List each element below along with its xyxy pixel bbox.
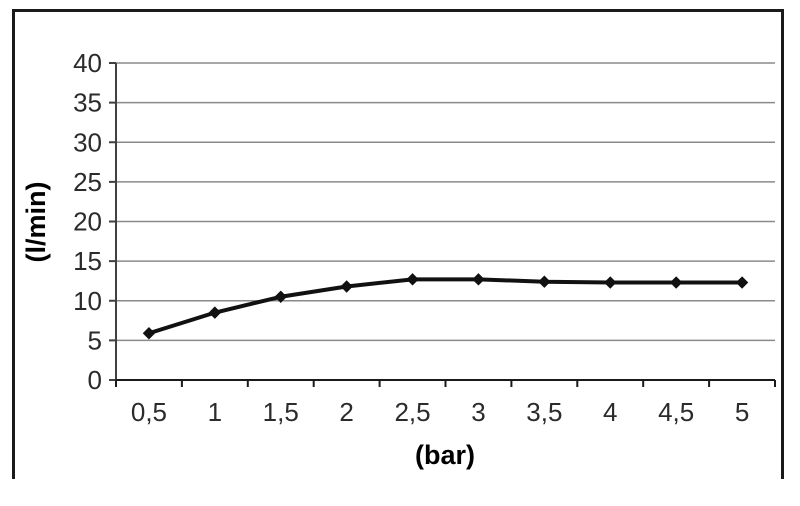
x-tick-label: 1 [208, 397, 222, 427]
x-tick-label: 1,5 [263, 397, 299, 427]
series-line [146, 277, 745, 336]
data-point-marker [604, 276, 617, 289]
y-axis-title: (l/min) [21, 182, 51, 263]
x-tick-label: 2 [339, 397, 353, 427]
y-tick-label: 0 [88, 365, 102, 395]
y-tick-label: 5 [88, 325, 102, 355]
y-tick-labels-group: 0 5 10 15 20 25 30 35 40 [73, 48, 102, 395]
data-point-marker [538, 275, 551, 288]
x-axis-title: (bar) [415, 440, 475, 470]
x-tick-label: 0,5 [131, 397, 167, 427]
data-point-marker [274, 290, 287, 303]
data-point-marker [735, 276, 749, 289]
y-tick-label: 15 [73, 246, 102, 276]
y-tick-label: 40 [73, 48, 102, 78]
y-tick-label: 10 [73, 286, 102, 316]
data-point-marker [406, 273, 419, 286]
y-tick-label: 30 [73, 127, 102, 157]
data-series-group [142, 273, 749, 340]
x-tick-labels-group: 0,5 1 1,5 2 2,5 3 3,5 4 4,5 5 [131, 397, 749, 427]
data-point-marker [472, 273, 485, 286]
tick-marks-group [109, 62, 776, 387]
data-point-marker [142, 327, 156, 340]
y-tick-label: 25 [73, 167, 102, 197]
x-tick-label: 4 [603, 397, 617, 427]
data-point-marker [669, 276, 683, 289]
x-tick-label: 2,5 [394, 397, 430, 427]
data-point-marker [208, 306, 222, 319]
data-point-marker [340, 280, 353, 293]
x-tick-label: 4,5 [658, 397, 694, 427]
chart-outer-frame [12, 9, 784, 479]
x-tick-label: 5 [735, 397, 749, 427]
x-tick-label: 3,5 [526, 397, 562, 427]
y-tick-label: 35 [73, 88, 102, 118]
x-tick-label: 3 [471, 397, 485, 427]
y-tick-label: 20 [73, 207, 102, 237]
gridlines-group [116, 62, 775, 342]
